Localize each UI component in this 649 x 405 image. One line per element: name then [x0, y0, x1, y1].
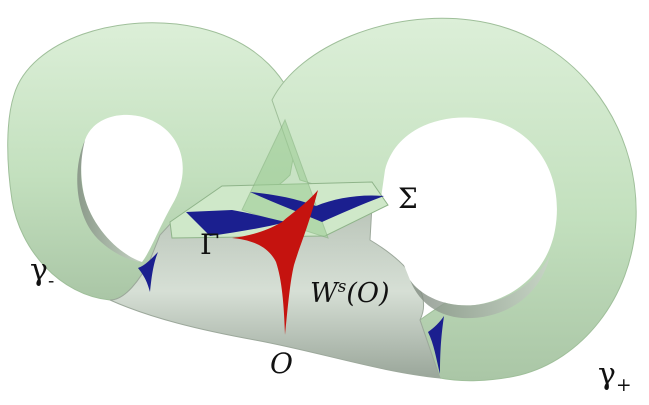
sigma-label: Σ	[398, 185, 418, 213]
ws-arg: (O)	[346, 278, 389, 309]
gamma-plus-base: γ	[598, 357, 616, 392]
gamma-minus-sub: -	[48, 271, 54, 292]
gamma-minus-label: γ-	[30, 256, 54, 292]
gamma-label: Γ	[200, 231, 219, 259]
stable-manifold-label: Ws(O)	[310, 278, 390, 307]
gamma-plus-label: γ+	[598, 360, 632, 396]
origin-label: O	[270, 350, 293, 378]
gamma-plus-sub: +	[616, 375, 632, 396]
ws-base: W	[310, 278, 338, 309]
gamma-minus-base: γ	[30, 253, 48, 288]
